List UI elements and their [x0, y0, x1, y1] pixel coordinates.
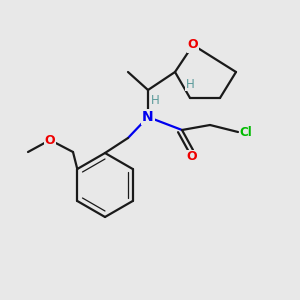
Text: O: O — [45, 134, 55, 146]
Text: O: O — [188, 38, 198, 52]
Text: H: H — [151, 94, 159, 106]
Text: O: O — [187, 151, 197, 164]
Text: N: N — [142, 110, 154, 124]
Text: H: H — [186, 77, 194, 91]
Text: Cl: Cl — [240, 125, 252, 139]
